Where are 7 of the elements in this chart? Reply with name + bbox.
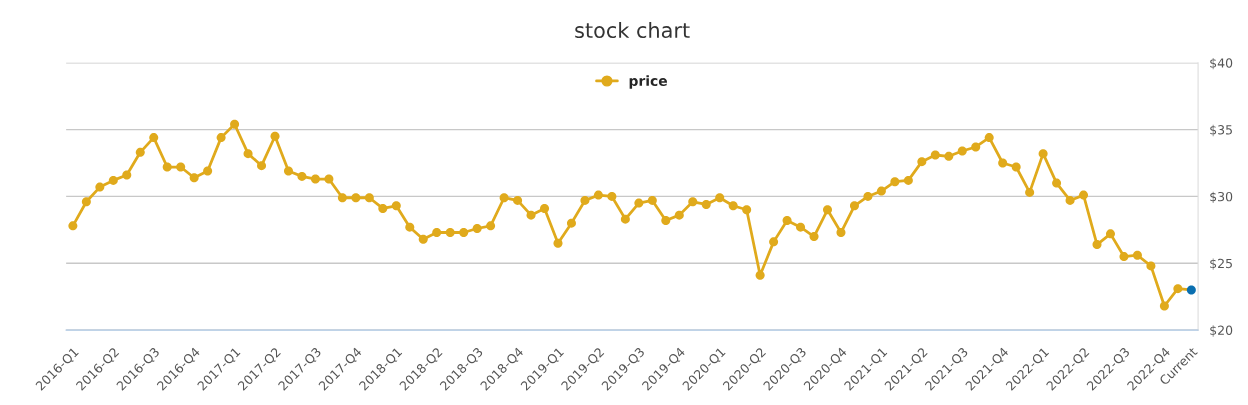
legend-label: price (629, 75, 668, 89)
y-tick-label: $20 (1210, 325, 1233, 337)
y-tick-label: $25 (1210, 258, 1232, 270)
chart-title: stock chart (575, 21, 690, 39)
y-tick-label: $40 (1210, 58, 1233, 70)
y-tick-label: $30 (1210, 191, 1233, 204)
y-tick-label: $35 (1210, 124, 1232, 137)
